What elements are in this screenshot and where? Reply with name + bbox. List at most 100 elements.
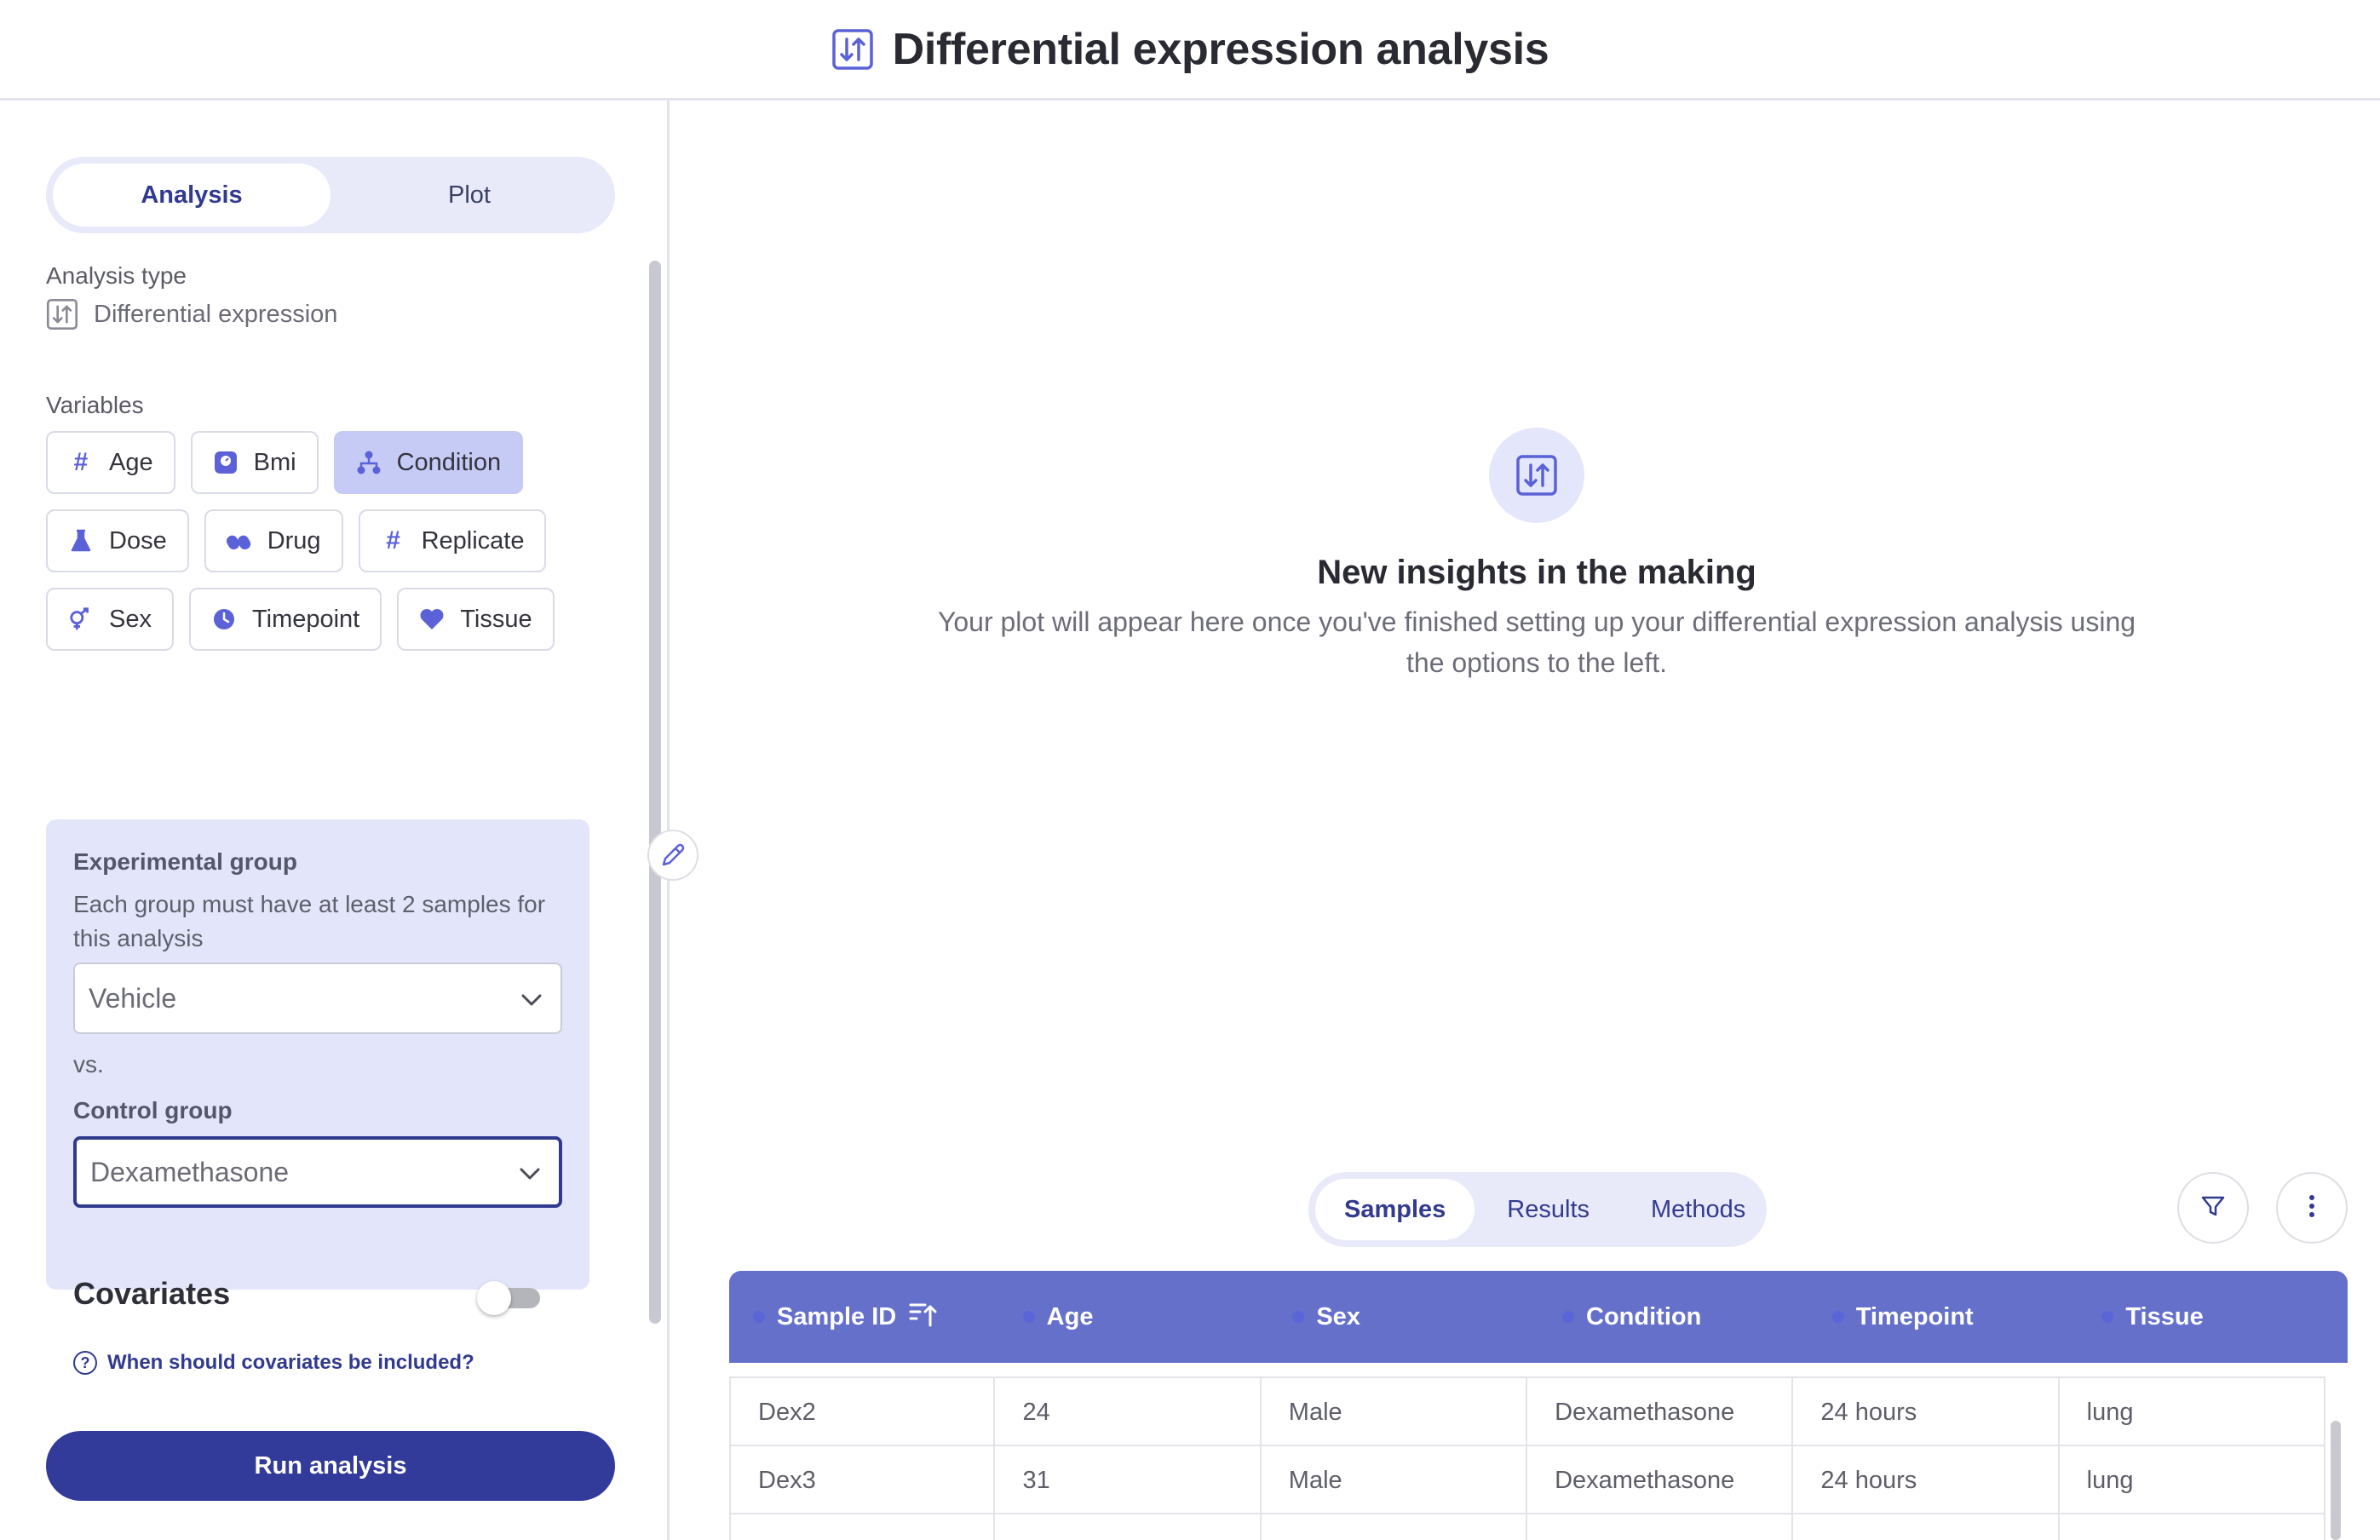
pencil-icon[interactable]	[647, 830, 698, 881]
table-row[interactable]: Dex3 31 Male Dexamethasone 24 hours lung	[729, 1446, 2325, 1514]
sort-arrows-icon	[1489, 428, 1584, 523]
variable-chip-condition[interactable]: Condition	[333, 431, 524, 494]
variable-chip-replicate[interactable]: # Replicate	[358, 509, 547, 572]
empty-state-title: New insights in the making	[1317, 554, 1756, 591]
variable-chip-dose[interactable]: Dose	[46, 509, 189, 572]
column-label: Sex	[1316, 1302, 1360, 1330]
table-cell: Dex2	[729, 1378, 996, 1446]
table-row[interactable]: Dex2 24 Male Dexamethasone 24 hours lung	[729, 1378, 2325, 1446]
table-cell: lung	[2060, 1446, 2325, 1514]
group-selection-panel: Experimental group Each group must have …	[46, 819, 589, 1290]
scale-icon	[213, 450, 239, 475]
more-vertical-icon	[2308, 1192, 2316, 1224]
experimental-group-title: Experimental group	[73, 848, 297, 875]
variable-chip-bmi[interactable]: Bmi	[190, 431, 319, 494]
variable-chip-timepoint[interactable]: Timepoint	[188, 588, 382, 651]
table-cell: 24	[995, 1378, 1262, 1446]
table-header: Sample ID Age Sex Condition Timepoint Ti…	[729, 1271, 2348, 1363]
table-row[interactable]	[729, 1514, 2325, 1540]
flask-icon	[68, 528, 94, 554]
question-circle-icon: ?	[73, 1351, 97, 1375]
column-label: Age	[1046, 1302, 1094, 1330]
column-dot-icon	[1831, 1311, 1844, 1323]
tab-results[interactable]: Results	[1507, 1195, 1590, 1223]
tab-plot[interactable]: Plot	[448, 181, 491, 209]
chevron-down-icon	[520, 983, 543, 1014]
covariates-help-link[interactable]: ? When should covariates be included?	[73, 1351, 474, 1375]
column-dot-icon	[1022, 1311, 1035, 1323]
column-dot-icon	[753, 1311, 765, 1323]
run-analysis-button[interactable]: Run analysis	[46, 1431, 615, 1501]
sort-arrows-icon	[46, 298, 78, 330]
variables-label: Variables	[46, 392, 144, 418]
experimental-group-desc: Each group must have at least 2 samples …	[73, 891, 546, 951]
control-group-select[interactable]: Dexamethasone	[73, 1136, 562, 1208]
variable-chip-drug[interactable]: Drug	[204, 509, 343, 572]
samples-table: Sample ID Age Sex Condition Timepoint Ti…	[729, 1271, 2348, 1540]
select-value: Dexamethasone	[90, 1156, 290, 1187]
app-header: Differential expression analysis	[0, 0, 2380, 101]
control-group-title: Control group	[73, 1097, 233, 1123]
column-dot-icon	[1562, 1311, 1575, 1323]
row-divider	[729, 1376, 2325, 1378]
sort-ascending-icon[interactable]	[908, 1300, 939, 1334]
filter-button[interactable]	[2177, 1172, 2249, 1244]
column-dot-icon	[2101, 1311, 2114, 1323]
table-cell: Dex3	[729, 1446, 996, 1514]
chip-label: Dose	[109, 526, 167, 555]
chip-label: Condition	[396, 448, 502, 476]
table-body: Dex2 24 Male Dexamethasone 24 hours lung…	[729, 1378, 2325, 1540]
variable-chips: # Age Bmi Condition Dose	[46, 431, 642, 666]
chip-label: Age	[109, 448, 153, 476]
chip-label: Replicate	[421, 526, 525, 555]
experimental-group-select[interactable]: Vehicle	[73, 962, 562, 1034]
table-cell: 24 hours	[1793, 1446, 2060, 1514]
variable-chip-tissue[interactable]: Tissue	[397, 588, 555, 651]
table-cell: 24 hours	[1793, 1378, 2060, 1446]
column-label: Sample ID	[777, 1302, 897, 1330]
column-header-condition[interactable]: Condition	[1538, 1271, 1808, 1363]
column-header-timepoint[interactable]: Timepoint	[1808, 1271, 2078, 1363]
tab-samples[interactable]: Samples	[1315, 1179, 1475, 1240]
table-cell	[1527, 1514, 1794, 1540]
variable-chip-sex[interactable]: Sex	[46, 588, 174, 651]
table-cell: 31	[995, 1446, 1262, 1514]
more-options-button[interactable]	[2276, 1172, 2348, 1244]
chip-label: Timepoint	[251, 605, 360, 633]
chip-label: Tissue	[460, 605, 532, 633]
data-tabs: Samples Results Methods	[1308, 1172, 1767, 1247]
table-cell: Male	[1262, 1378, 1528, 1446]
analysis-type-value: Differential expression	[46, 298, 337, 330]
column-label: Tissue	[2125, 1302, 2204, 1330]
column-header-sex[interactable]: Sex	[1268, 1271, 1538, 1363]
table-cell	[995, 1514, 1262, 1540]
vs-label: vs.	[73, 1051, 104, 1077]
page-title: Differential expression analysis	[892, 24, 1549, 74]
tab-methods[interactable]: Methods	[1651, 1195, 1746, 1223]
table-cell	[2060, 1514, 2325, 1540]
left-panel-scrollbar[interactable]	[649, 261, 661, 1324]
help-link-text: When should covariates be included?	[107, 1351, 474, 1374]
gender-icon	[68, 606, 94, 632]
chip-label: Sex	[109, 605, 152, 633]
variable-chip-age[interactable]: # Age	[46, 431, 175, 494]
toggle-knob	[477, 1281, 511, 1315]
covariates-toggle[interactable]	[477, 1281, 542, 1315]
column-dot-icon	[1292, 1311, 1305, 1323]
table-scrollbar[interactable]	[2331, 1421, 2341, 1540]
table-cell	[729, 1514, 996, 1540]
table-cell: Male	[1262, 1446, 1528, 1514]
column-header-tissue[interactable]: Tissue	[2078, 1271, 2348, 1363]
title-wrap: Differential expression analysis	[831, 24, 1549, 75]
hierarchy-icon	[356, 450, 382, 475]
column-header-sample-id[interactable]: Sample ID	[729, 1271, 999, 1363]
analysis-type-text: Differential expression	[94, 300, 338, 328]
chip-row: Sex Timepoint Tissue	[46, 588, 642, 651]
chip-label: Drug	[267, 526, 321, 555]
table-cell	[1793, 1514, 2060, 1540]
column-header-age[interactable]: Age	[999, 1271, 1269, 1363]
table-cell: Dexamethasone	[1527, 1446, 1794, 1514]
column-label: Timepoint	[1855, 1302, 1974, 1330]
tab-analysis[interactable]: Analysis	[53, 164, 331, 227]
chevron-down-icon	[518, 1157, 542, 1188]
